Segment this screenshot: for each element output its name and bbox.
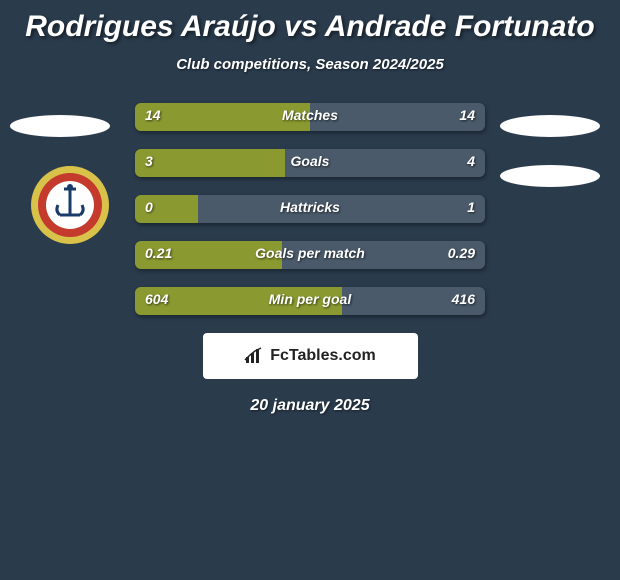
player-left-placeholder-icon bbox=[10, 115, 110, 137]
stat-right-value: 0.29 bbox=[448, 245, 475, 261]
stat-label: Goals per match bbox=[135, 245, 485, 261]
stat-row: 14Matches14 bbox=[135, 103, 485, 131]
player-right-placeholder-icon bbox=[500, 115, 600, 137]
stat-row: 0Hattricks1 bbox=[135, 195, 485, 223]
bar-chart-icon bbox=[244, 347, 264, 365]
stat-label: Matches bbox=[135, 107, 485, 123]
footer-attribution: FcTables.com bbox=[203, 333, 418, 379]
date-label: 20 january 2025 bbox=[0, 397, 620, 415]
team-left-badge-icon bbox=[30, 165, 110, 245]
stat-label: Goals bbox=[135, 153, 485, 169]
page-title: Rodrigues Araújo vs Andrade Fortunato bbox=[0, 0, 620, 44]
stat-label: Min per goal bbox=[135, 291, 485, 307]
stat-label: Hattricks bbox=[135, 199, 485, 215]
stat-row: 0.21Goals per match0.29 bbox=[135, 241, 485, 269]
stat-right-value: 14 bbox=[459, 107, 475, 123]
team-right-placeholder-icon bbox=[500, 165, 600, 187]
subtitle: Club competitions, Season 2024/2025 bbox=[0, 56, 620, 73]
stat-right-value: 4 bbox=[467, 153, 475, 169]
stat-row: 3Goals4 bbox=[135, 149, 485, 177]
comparison-panel: 14Matches143Goals40Hattricks10.21Goals p… bbox=[0, 103, 620, 315]
stats-bars: 14Matches143Goals40Hattricks10.21Goals p… bbox=[135, 103, 485, 315]
stat-right-value: 416 bbox=[452, 291, 475, 307]
stat-right-value: 1 bbox=[467, 199, 475, 215]
stat-row: 604Min per goal416 bbox=[135, 287, 485, 315]
footer-label: FcTables.com bbox=[270, 347, 376, 365]
